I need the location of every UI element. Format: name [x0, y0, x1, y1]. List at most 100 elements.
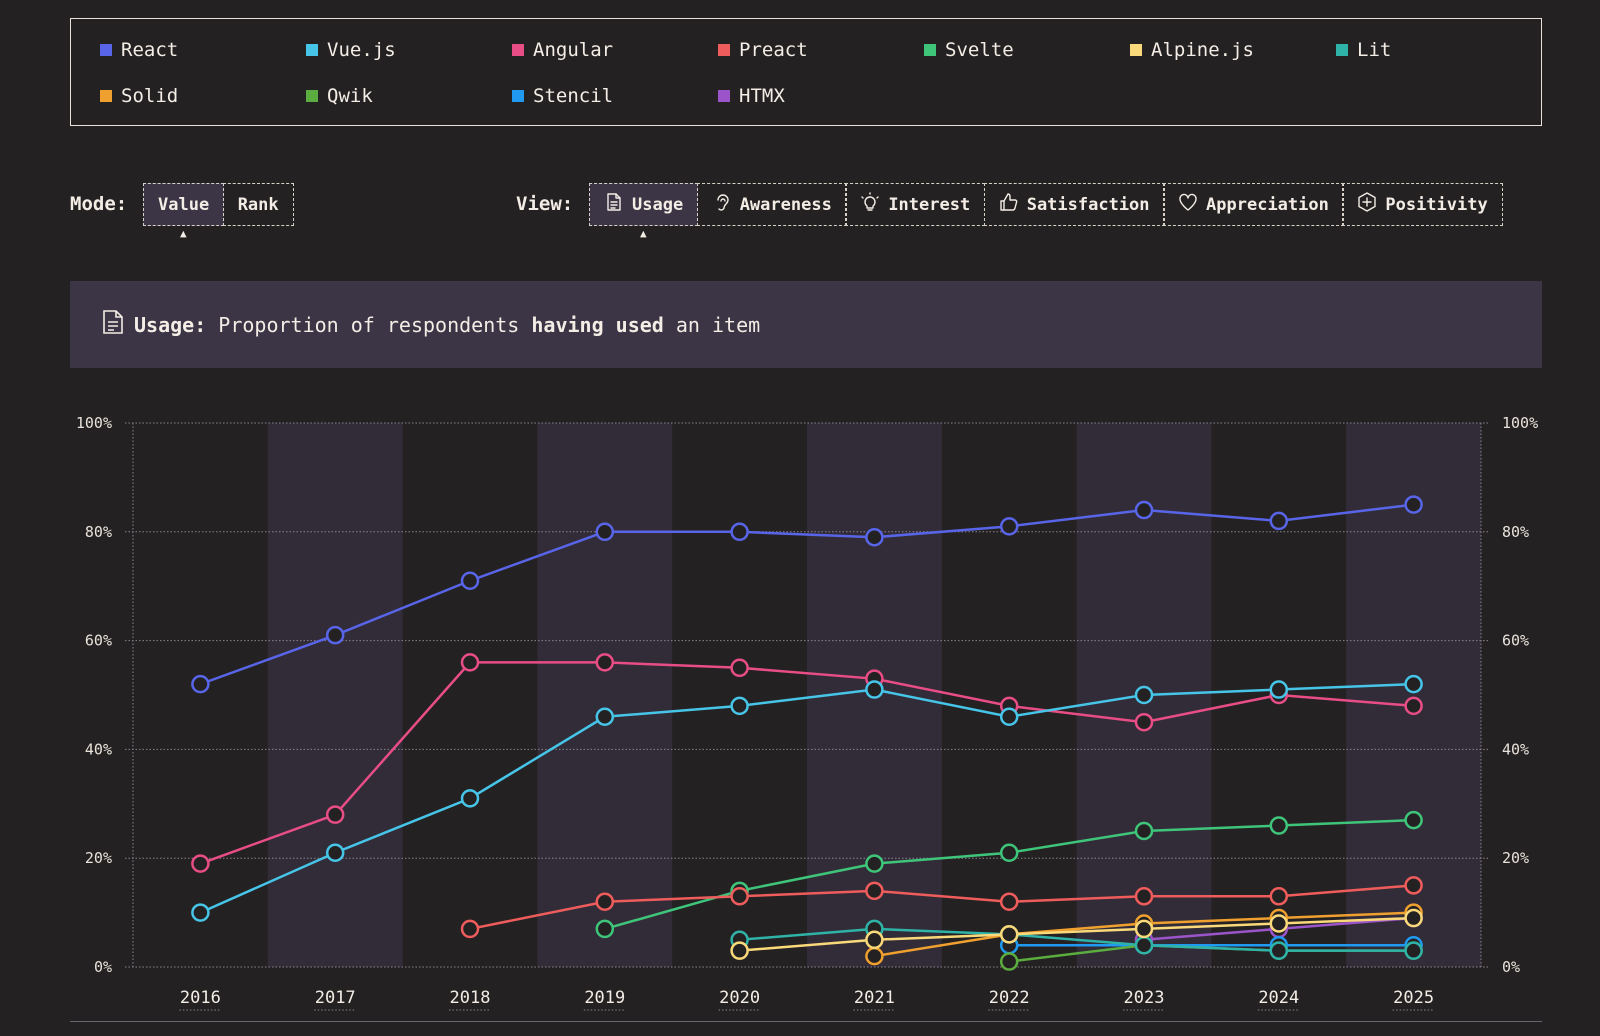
legend-item-vue-js[interactable]: Vue.js [305, 39, 396, 61]
data-point-angular[interactable] [460, 653, 480, 672]
legend-item-svelte[interactable]: Svelte [923, 39, 1014, 61]
series-line-alpine-js[interactable] [739, 916, 1414, 952]
x-tick-label[interactable]: 2020 [719, 988, 760, 1008]
x-tick-label[interactable]: 2017 [315, 988, 356, 1008]
legend-label: Stencil [533, 85, 614, 107]
data-point-svelte[interactable] [865, 854, 884, 873]
data-point-vue-js[interactable] [730, 696, 749, 716]
data-point-angular[interactable] [595, 653, 615, 672]
x-tick-label[interactable]: 2025 [1393, 988, 1434, 1008]
data-point-vue-js[interactable] [595, 707, 615, 727]
data-point-preact[interactable] [999, 892, 1019, 911]
legend-item-alpine-js[interactable]: Alpine.js [1129, 39, 1254, 61]
legend-item-htmx[interactable]: HTMX [717, 85, 785, 107]
series-line-react[interactable] [199, 503, 1414, 686]
data-point-preact[interactable] [1269, 887, 1289, 906]
x-tick-label[interactable]: 2019 [584, 988, 625, 1008]
legend-item-stencil[interactable]: Stencil [511, 85, 613, 107]
data-point-vue-js[interactable] [1404, 674, 1423, 694]
legend-item-preact[interactable]: Preact [717, 39, 808, 61]
data-point-vue-js[interactable] [325, 843, 345, 863]
data-point-qwik[interactable] [999, 952, 1019, 971]
legend-swatch [717, 89, 731, 103]
view-satisfaction-button[interactable]: Satisfaction [983, 183, 1165, 226]
data-point-svelte[interactable] [1269, 816, 1289, 835]
view-usage-button[interactable]: Usage [589, 183, 699, 226]
data-point-vue-js[interactable] [460, 789, 480, 808]
data-point-react[interactable] [865, 527, 884, 547]
y-tick-label-left: 100% [76, 414, 112, 432]
data-point-svelte[interactable] [999, 843, 1019, 863]
x-tick-label[interactable]: 2016 [180, 988, 221, 1008]
data-point-react[interactable] [999, 517, 1019, 536]
x-tick-label[interactable]: 2023 [1124, 988, 1165, 1008]
data-point-react[interactable] [191, 674, 210, 694]
data-point-lit[interactable] [1404, 941, 1423, 960]
view-appreciation-button[interactable]: Appreciation [1163, 183, 1344, 226]
data-point-preact[interactable] [865, 881, 884, 901]
legend-item-lit[interactable]: Lit [1335, 39, 1391, 61]
data-point-react[interactable] [460, 571, 480, 591]
data-point-alpine-js[interactable] [730, 941, 749, 960]
data-point-react[interactable] [1134, 500, 1154, 520]
view-interest-button[interactable]: Interest [845, 183, 986, 226]
data-point-svelte[interactable] [595, 919, 615, 939]
legend-swatch [305, 43, 319, 57]
data-point-vue-js[interactable] [191, 903, 210, 922]
series-line-angular[interactable] [199, 661, 1414, 865]
data-point-preact[interactable] [460, 919, 480, 939]
data-point-svelte[interactable] [1134, 821, 1154, 841]
data-point-react[interactable] [595, 522, 615, 542]
data-point-vue-js[interactable] [999, 707, 1019, 727]
data-point-angular[interactable] [1404, 696, 1423, 716]
view-awareness-button[interactable]: Awareness [696, 183, 847, 226]
data-point-vue-js[interactable] [1134, 685, 1154, 705]
plus-hexagon-icon [1357, 192, 1377, 217]
y-tick-label-right: 100% [1502, 414, 1538, 432]
data-point-alpine-js[interactable] [1404, 908, 1423, 928]
legend-item-qwik[interactable]: Qwik [305, 85, 373, 107]
button-label: Positivity [1385, 194, 1488, 215]
data-point-vue-js[interactable] [1269, 680, 1289, 699]
x-tick-label[interactable]: 2021 [854, 988, 895, 1008]
series-line-vue-js[interactable] [199, 682, 1414, 914]
data-point-svelte[interactable] [1404, 810, 1423, 830]
data-point-preact[interactable] [1404, 876, 1423, 895]
legend-label: Vue.js [327, 39, 396, 61]
data-point-react[interactable] [730, 522, 749, 542]
series-line-svelte[interactable] [604, 818, 1414, 931]
legend-item-angular[interactable]: Angular [511, 39, 613, 61]
data-point-angular[interactable] [191, 854, 210, 873]
series-line-preact[interactable] [469, 884, 1414, 931]
legend-item-solid[interactable]: Solid [99, 85, 178, 107]
view-positivity-button[interactable]: Positivity [1342, 183, 1503, 226]
legend-item-react[interactable]: React [99, 39, 178, 61]
data-point-preact[interactable] [595, 892, 615, 911]
data-point-angular[interactable] [730, 658, 749, 678]
x-tick-label[interactable]: 2024 [1258, 988, 1299, 1008]
data-point-solid[interactable] [865, 946, 884, 966]
mode-rank-button[interactable]: Rank [222, 183, 294, 226]
data-point-alpine-js[interactable] [1134, 919, 1154, 939]
y-tick-label-left: 0% [94, 958, 112, 976]
column-band [267, 423, 403, 967]
data-point-lit[interactable] [1269, 941, 1289, 960]
x-tick-label[interactable]: 2018 [450, 988, 491, 1008]
data-point-alpine-js[interactable] [1269, 914, 1289, 933]
data-point-angular[interactable] [325, 805, 345, 824]
x-tick-label[interactable]: 2022 [989, 988, 1030, 1008]
series-line-lit[interactable] [739, 927, 1414, 952]
data-point-react[interactable] [1269, 511, 1289, 531]
data-point-preact[interactable] [730, 887, 749, 906]
legend-label: HTMX [739, 85, 785, 107]
data-point-angular[interactable] [1134, 712, 1154, 732]
data-point-react[interactable] [1404, 495, 1423, 514]
data-point-react[interactable] [325, 625, 345, 645]
data-point-vue-js[interactable] [865, 680, 884, 699]
button-label: Appreciation [1206, 194, 1329, 215]
data-point-alpine-js[interactable] [999, 925, 1019, 944]
data-point-lit[interactable] [1134, 935, 1154, 955]
data-point-alpine-js[interactable] [865, 930, 884, 950]
mode-value-button[interactable]: Value [143, 183, 225, 226]
data-point-preact[interactable] [1134, 887, 1154, 906]
